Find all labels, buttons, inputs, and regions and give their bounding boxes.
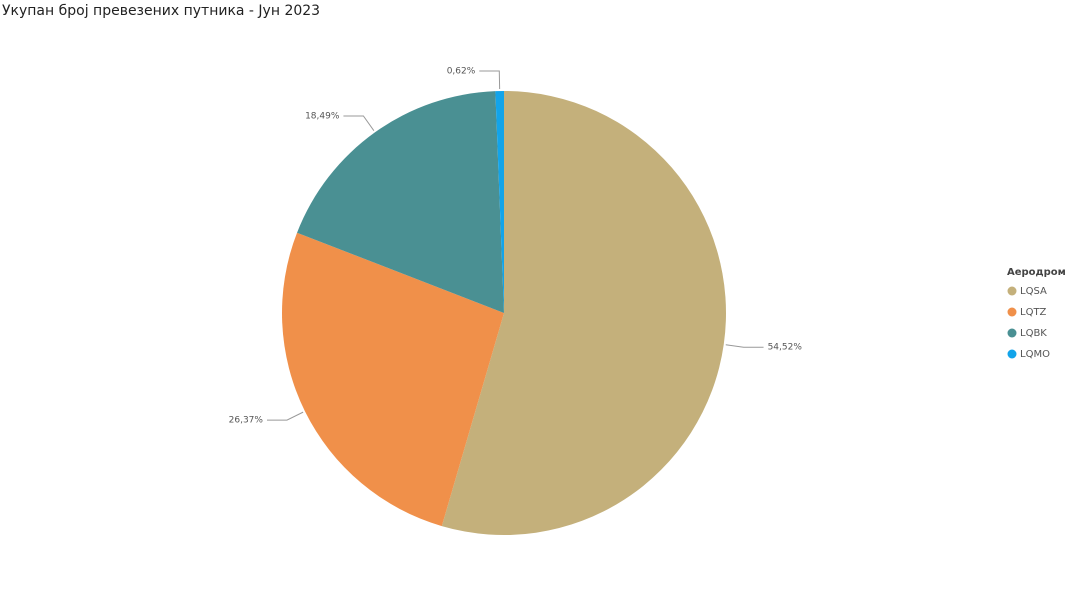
legend-title: Аеродром: [1007, 267, 1066, 278]
data-label: 26,37%: [229, 416, 264, 426]
legend-marker: [1007, 307, 1017, 317]
pie-slice: [297, 91, 504, 313]
pie-slice: [495, 91, 504, 313]
legend-label: LQTZ: [1020, 307, 1047, 318]
leader-line: [479, 70, 501, 90]
data-label: 54,52%: [768, 343, 803, 353]
legend-marker: [1007, 286, 1017, 296]
legend-label: LQMO: [1020, 349, 1050, 360]
legend-label: LQSA: [1020, 286, 1047, 297]
leader-line: [725, 344, 764, 348]
pie-slice: [282, 232, 504, 527]
legend-label: LQBK: [1020, 328, 1047, 339]
legend-marker: [1007, 328, 1017, 338]
chart-title: Укупан број превезених путника - Јун 202…: [2, 3, 320, 19]
legend-marker: [1007, 349, 1017, 359]
data-label: 0,62%: [447, 67, 476, 77]
leader-line: [343, 115, 375, 131]
pie-slice: [441, 91, 727, 535]
data-label: 18,49%: [305, 112, 340, 122]
leader-line: [266, 411, 304, 421]
